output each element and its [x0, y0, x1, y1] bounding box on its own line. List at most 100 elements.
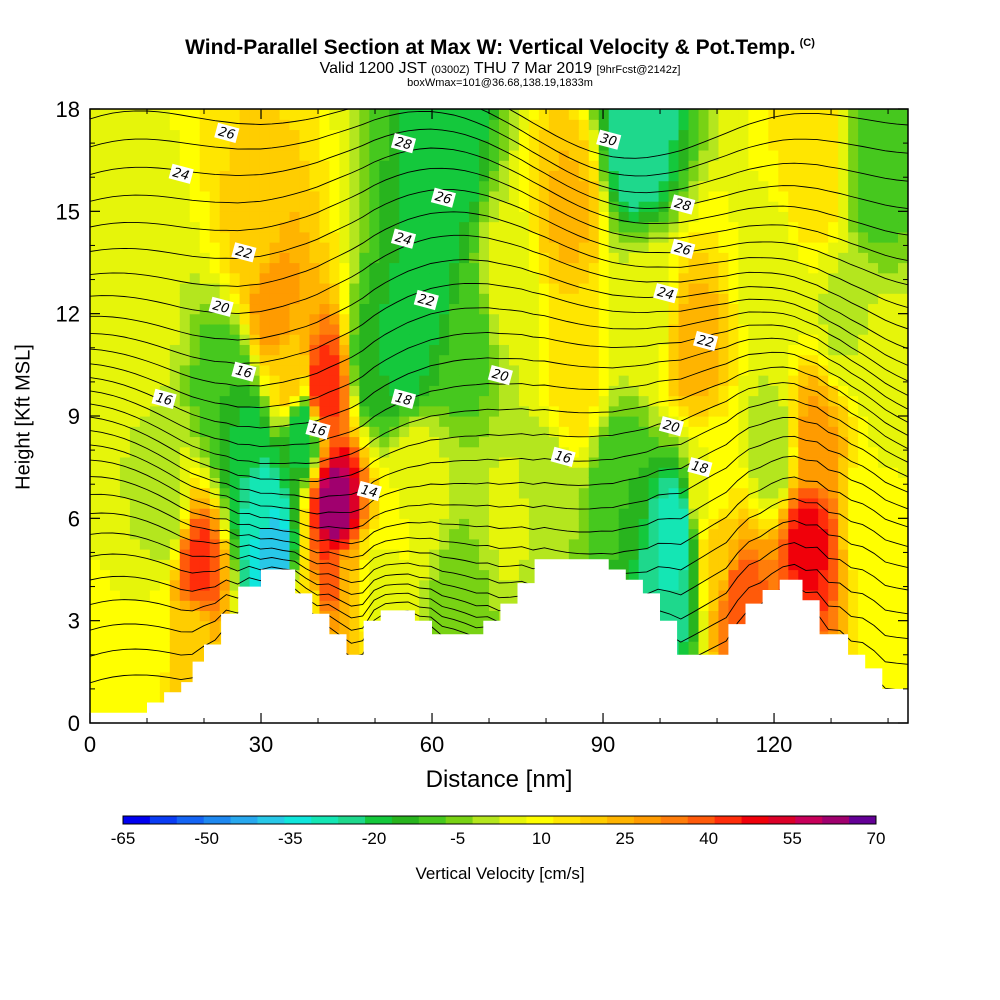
- colorbar-swatch: [714, 816, 742, 824]
- isentrope-line: [90, 282, 908, 366]
- isentrope-label-text: 20: [211, 298, 231, 317]
- box-info: boxWmax=101@36.68,138.19,1833m: [407, 77, 593, 89]
- colorbar-tick-label: -5: [450, 829, 465, 848]
- isentrope-label-text: 26: [673, 240, 693, 259]
- isentrope-line: [90, 109, 908, 177]
- isentrope-label: 26: [670, 238, 696, 259]
- isentrope-label: 14: [356, 480, 382, 502]
- y-tick-label: 9: [68, 404, 80, 429]
- isentrope-line: [90, 189, 908, 286]
- chart-subtitle: Valid 1200 JST (0300Z) THU 7 Mar 2019 [9…: [0, 60, 1000, 78]
- y-tick-label: 12: [56, 302, 80, 327]
- isentrope-line: [90, 324, 908, 409]
- isentrope-line: [90, 110, 908, 194]
- valid-time-utc: (0300Z): [431, 64, 470, 76]
- colorbar-tick-label: 40: [699, 829, 718, 848]
- isentrope-label: 16: [550, 446, 576, 467]
- forecast-info: [9hrFcst@2142z]: [596, 64, 681, 76]
- colorbar-swatch: [580, 816, 608, 824]
- isentrope-label: 16: [151, 388, 177, 409]
- isentrope-line: [90, 476, 908, 559]
- isentrope-label: 18: [390, 388, 417, 409]
- x-tick-label: 0: [84, 732, 96, 757]
- isentrope-line: [90, 351, 908, 448]
- isentrope-label-text: 26: [217, 124, 237, 143]
- colorbar-tick-label: -65: [111, 829, 136, 848]
- isentrope-label: 22: [413, 289, 439, 311]
- colorbar-swatch: [768, 816, 796, 824]
- isentrope-line: [90, 563, 908, 643]
- isentrope-line: [507, 109, 908, 159]
- isentrope-line: [90, 307, 908, 387]
- colorbar-label: Vertical Velocity [cm/s]: [415, 864, 585, 883]
- colorbar-swatch: [418, 816, 447, 824]
- isentrope-label-text: 16: [234, 363, 254, 382]
- isentrope-label: 28: [670, 194, 696, 215]
- valid-time: Valid 1200 JST: [319, 60, 427, 77]
- colorbar-swatch: [822, 816, 850, 824]
- isentrope-label-text: 14: [359, 483, 379, 502]
- isentrope-label-text: 26: [433, 189, 453, 208]
- isentrope-label: 20: [658, 416, 684, 437]
- isentrope-line: [90, 542, 908, 620]
- colorbar-frame: [122, 815, 877, 825]
- isentrope-label-text: 16: [154, 390, 174, 409]
- x-tick-label: 60: [420, 732, 444, 757]
- isentrope-label-text: 20: [490, 367, 510, 386]
- isentrope-label: 16: [305, 419, 331, 440]
- colorbar-swatch: [257, 816, 285, 824]
- isentrope-label-text: 18: [690, 459, 710, 478]
- isentrope-label-text: 30: [599, 131, 619, 150]
- isentrope-line: [90, 366, 908, 465]
- chart-title-text: Wind-Parallel Section at Max W: Vertical…: [185, 36, 796, 59]
- x-tick-label: 120: [756, 732, 793, 757]
- colorbar-tick-label: -50: [194, 829, 219, 848]
- x-tick-label: 30: [249, 732, 273, 757]
- isentrope-label: 20: [487, 365, 513, 386]
- y-tick-label: 3: [68, 609, 80, 634]
- isentrope-label-text: 24: [393, 230, 413, 249]
- colorbar-tick-label: 70: [867, 829, 886, 848]
- isentrope-label: 22: [693, 330, 719, 352]
- colorbar-swatch: [687, 816, 716, 824]
- isentrope-line: [90, 167, 908, 262]
- isentrope-label: 28: [390, 133, 417, 154]
- isentrope-line: [90, 211, 908, 309]
- colorbar-tick-label: 10: [532, 829, 551, 848]
- colorbar-swatch: [526, 816, 554, 824]
- colorbar-swatch: [391, 816, 420, 824]
- colorbar-swatch: [365, 816, 393, 824]
- x-tick-label: 90: [591, 732, 615, 757]
- colorbar-tick-label: 25: [616, 829, 635, 848]
- isentrope-label-text: 28: [393, 135, 413, 154]
- colorbar-swatch: [445, 816, 473, 824]
- copyright-mark: (C): [799, 37, 815, 49]
- colorbar-swatch: [123, 816, 151, 824]
- y-tick-label: 6: [68, 506, 80, 531]
- colorbar-swatch: [176, 816, 205, 824]
- isentrope-label-text: 22: [695, 333, 715, 352]
- colorbar-swatch: [553, 816, 581, 824]
- y-tick-label: 15: [56, 199, 80, 224]
- isentrope-label-text: 24: [656, 285, 676, 304]
- x-axis-label: Distance [nm]: [425, 766, 573, 793]
- isentrope-line: [90, 128, 908, 210]
- isentrope-label: 24: [390, 228, 417, 249]
- isentrope-label: 26: [214, 122, 240, 143]
- chart-title: Wind-Parallel Section at Max W: Vertical…: [0, 36, 1000, 60]
- isentrope-line: [90, 417, 908, 515]
- valid-date: THU 7 Mar 2019: [473, 60, 593, 77]
- colorbar-swatch: [849, 816, 877, 824]
- colorbar-swatch: [660, 816, 689, 824]
- isentrope-label: 18: [687, 457, 713, 478]
- isentrope-label-text: 20: [661, 418, 681, 437]
- colorbar-swatch: [338, 816, 366, 824]
- isentrope-label: 20: [208, 296, 234, 317]
- isentrope-label-text: 22: [234, 244, 254, 263]
- isentrope-label-text: 16: [553, 448, 573, 467]
- colorbar-swatch: [607, 816, 635, 824]
- isentrope-label-text: 22: [416, 292, 436, 311]
- isentrope-label: 24: [168, 163, 194, 184]
- y-tick-label: 0: [68, 711, 80, 736]
